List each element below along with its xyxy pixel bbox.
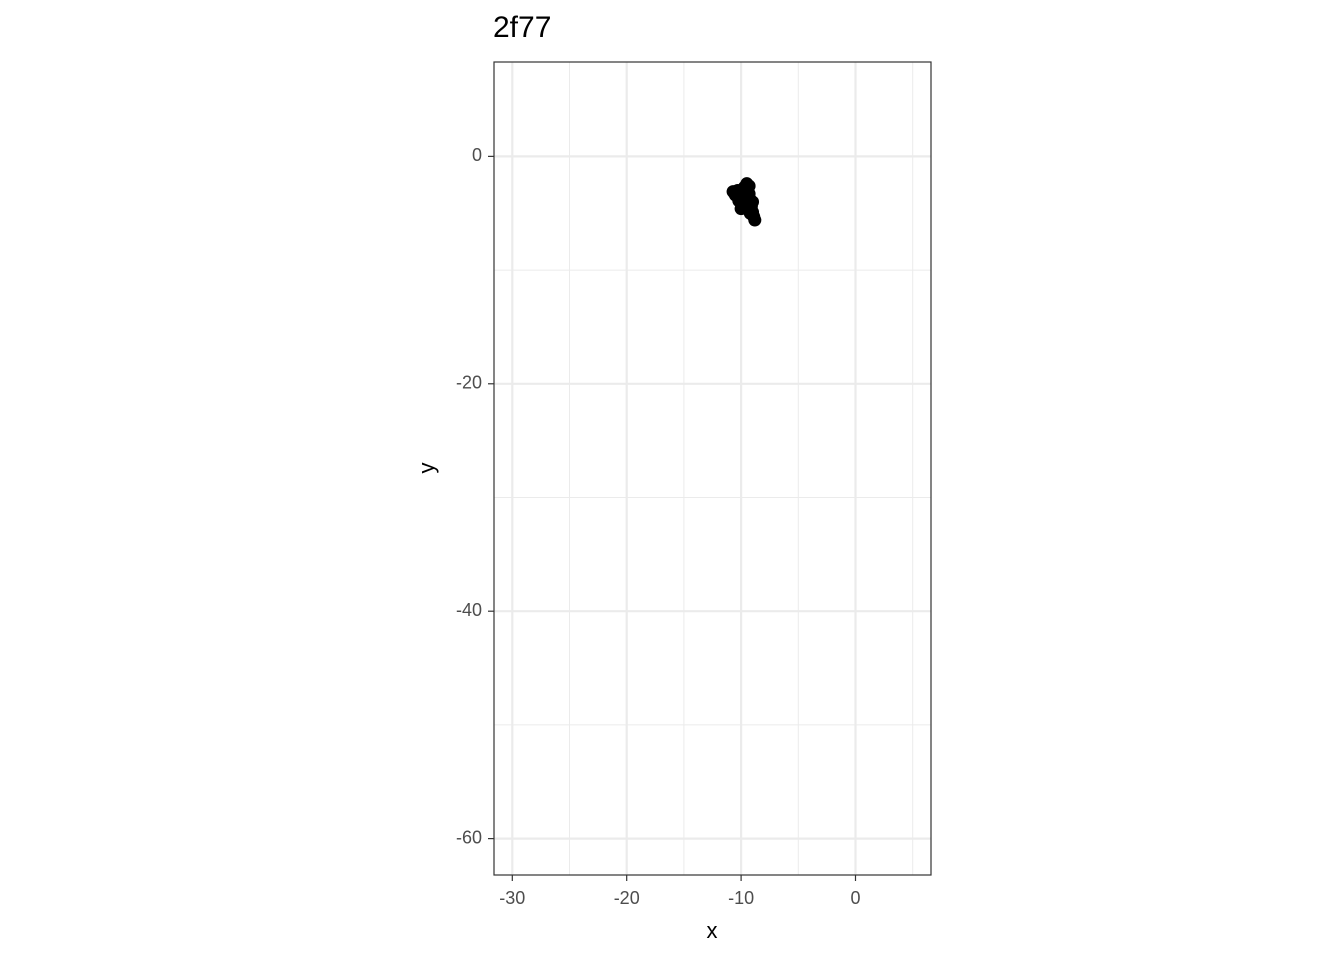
panel-border <box>493 61 932 876</box>
y-tick-label: 0 <box>472 145 482 165</box>
point <box>748 213 762 227</box>
y-tick-label: -60 <box>456 827 482 847</box>
point <box>746 195 760 209</box>
grid <box>494 62 931 875</box>
x-tick-label: -20 <box>614 888 640 908</box>
y-tick-label: -20 <box>456 373 482 393</box>
y-axis-title: y <box>414 463 439 474</box>
x-tick-label: -30 <box>499 888 525 908</box>
x-axis-title: x <box>707 918 718 943</box>
x-tick-label: -10 <box>728 888 754 908</box>
point <box>732 194 746 208</box>
y-tick-label: -40 <box>456 600 482 620</box>
x-tick-label: 0 <box>850 888 860 908</box>
point <box>739 183 753 197</box>
points <box>726 177 762 227</box>
chart-title: 2f77 <box>493 11 551 44</box>
